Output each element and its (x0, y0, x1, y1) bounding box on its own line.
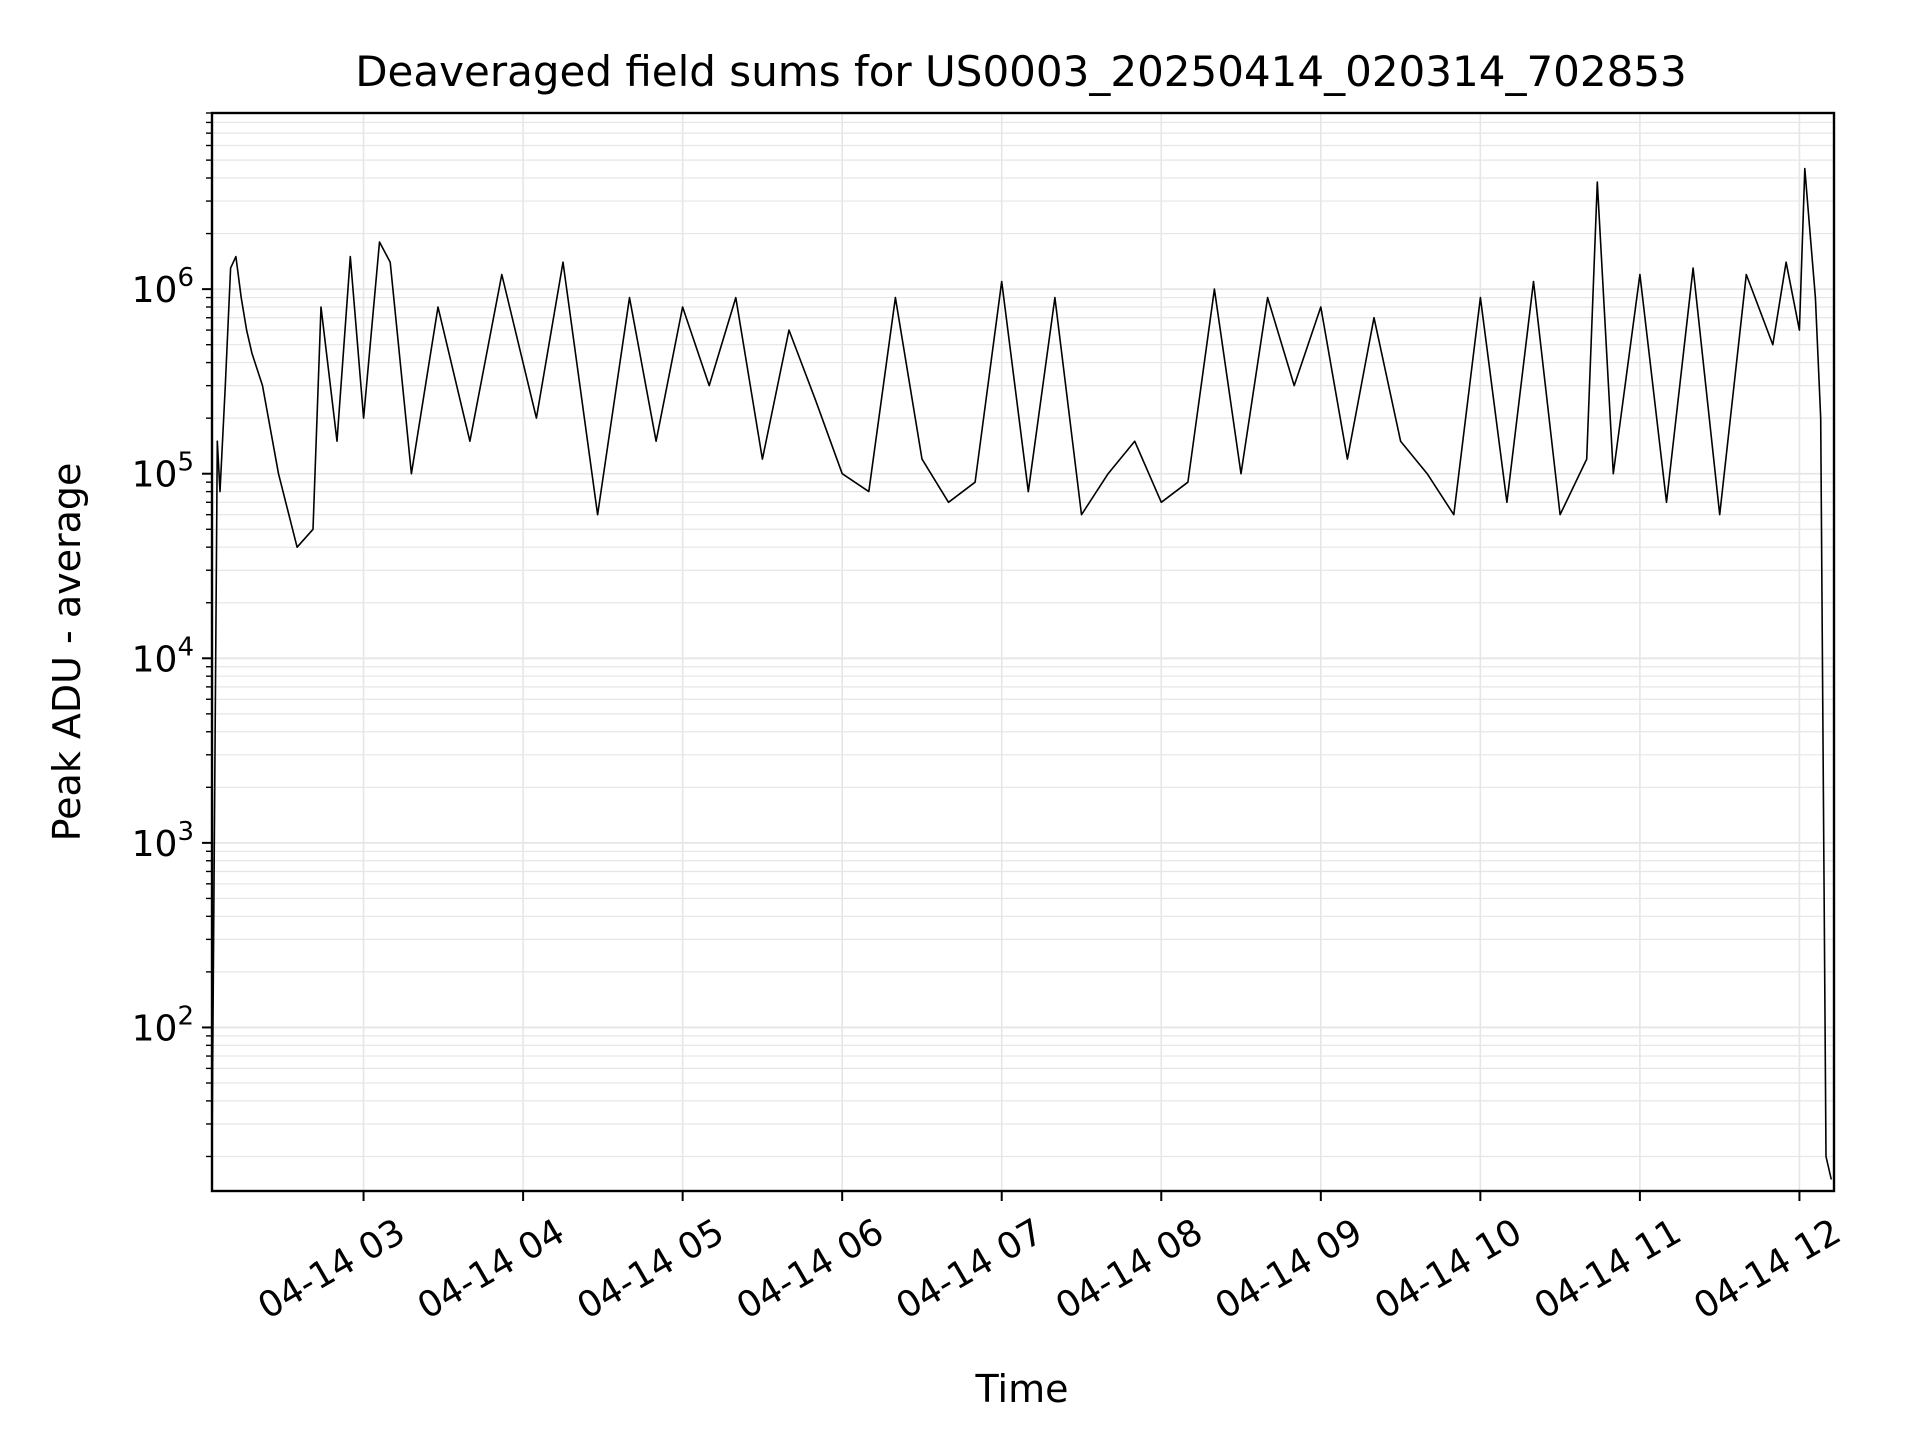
data-series-line (211, 167, 1833, 1180)
y-tick-base: 10 (132, 1008, 178, 1049)
y-tick-exponent: 5 (177, 448, 194, 478)
y-tick-label: 102 (132, 1001, 194, 1049)
y-tick-label: 104 (132, 632, 194, 680)
y-tick-base: 10 (132, 824, 178, 865)
y-tick-exponent: 4 (177, 632, 194, 662)
y-tick-label: 105 (132, 448, 194, 496)
y-axis-label: Peak ADU - average (45, 463, 89, 842)
y-tick-base: 10 (132, 455, 178, 496)
grid (212, 112, 1834, 1191)
y-tick-label: 106 (132, 263, 194, 311)
plot-frame (210, 111, 1836, 1193)
y-tick-base: 10 (132, 270, 178, 311)
y-tick-exponent: 6 (177, 263, 194, 293)
y-tick-exponent: 2 (177, 1001, 194, 1031)
y-tick-base: 10 (132, 639, 178, 680)
data-layer (211, 167, 1833, 1180)
chart-title: Deaveraged field sums for US0003_2025041… (355, 47, 1687, 96)
y-tick-label: 103 (132, 817, 194, 865)
y-tick-exponent: 3 (177, 817, 194, 847)
x-axis-label: Time (975, 1367, 1069, 1411)
